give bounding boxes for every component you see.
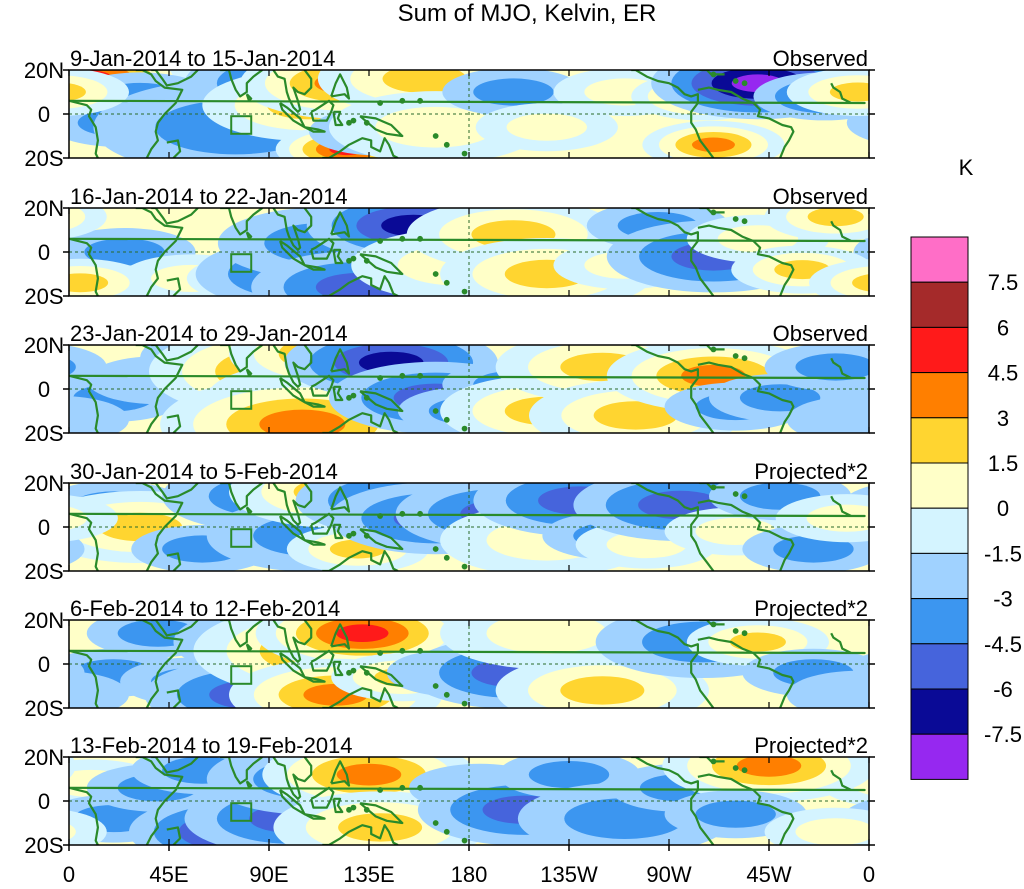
colorbar-swatch (910, 733, 969, 780)
panel-status-label: Projected*2 (754, 596, 868, 621)
panel-period-label: 9-Jan-2014 to 15-Jan-2014 (70, 46, 335, 71)
x-tick-label: 180 (451, 862, 488, 887)
index-region-box (230, 528, 253, 548)
anomaly-blob-13 (475, 103, 618, 152)
x-tick-label: 135W (540, 862, 598, 887)
anomaly-blob-16 (642, 120, 785, 158)
panel-status-label: Projected*2 (754, 459, 868, 484)
anomaly-blob-18 (69, 345, 869, 392)
y-tick-label: 20S (24, 833, 63, 858)
colorbar-swatch (910, 507, 969, 554)
y-tick-label: 20N (24, 196, 64, 221)
index-region-box (230, 390, 253, 410)
colorbar-level-label: 1.5 (988, 451, 1019, 476)
y-tick-label: 20S (24, 696, 63, 721)
y-tick-label: 20N (24, 58, 64, 83)
panel-6: 20N 0 20S 13-Feb-2014 to 19-Feb-2014 Project… (24, 733, 875, 858)
colorbar-swatch (910, 281, 969, 328)
panels-group: 20N 0 20S 9-Jan-2014 to 15-Jan-2014 Observed… (24, 46, 875, 858)
colorbar-level-label: -3 (993, 587, 1013, 612)
panel-1: 20N 0 20S 9-Jan-2014 to 15-Jan-2014 Observed (24, 46, 875, 171)
y-tick-label: 0 (38, 377, 50, 402)
colorbar-unit: K (959, 155, 974, 180)
y-tick-label: 20N (24, 333, 64, 358)
y-tick-label: 20N (24, 608, 64, 633)
x-tick-label: 90W (646, 862, 691, 887)
index-region-box (230, 253, 253, 273)
y-tick-label: 0 (38, 240, 50, 265)
x-tick-label: 135E (343, 862, 394, 887)
index-region-box (230, 665, 253, 685)
chart-title: Sum of MJO, Kelvin, ER (398, 0, 657, 27)
panel-status-label: Observed (773, 184, 868, 209)
index-region-box (230, 802, 253, 822)
y-tick-label: 20S (24, 421, 63, 446)
coastlines (69, 345, 866, 433)
colorbar-swatch (910, 236, 969, 283)
colorbar-level-label: 7.5 (988, 270, 1019, 295)
panel-2: 20N 0 20S 16-Jan-2014 to 22-Jan-2014 Observe… (24, 184, 875, 309)
coastlines (69, 70, 866, 158)
x-tick-label: 45E (149, 862, 188, 887)
anomaly-blob-19 (69, 395, 869, 433)
coastlines (69, 208, 866, 296)
y-tick-label: 20N (24, 471, 64, 496)
panel-period-label: 13-Feb-2014 to 19-Feb-2014 (70, 733, 353, 758)
x-tick-label: 0 (863, 862, 875, 887)
colorbar-level-label: 3 (997, 406, 1009, 431)
y-tick-label: 0 (38, 652, 50, 677)
colorbar-level-label: 6 (997, 315, 1009, 340)
colorbar: K 7.5 6 4.5 3 1.5 0 -1.5 -3 -4.5 -6 -7.5 (910, 155, 1022, 780)
index-region-box (230, 115, 253, 135)
panel-4: 20N 0 20S 30-Jan-2014 to 5-Feb-2014 Projecte… (24, 459, 875, 584)
y-tick-label: 20S (24, 284, 63, 309)
anomaly-blob-17 (69, 670, 869, 708)
panel-status-label: Observed (773, 321, 868, 346)
panel-period-label: 23-Jan-2014 to 29-Jan-2014 (70, 321, 348, 346)
panel-status-label: Observed (773, 46, 868, 71)
panel-status-label: Projected*2 (754, 733, 868, 758)
panel-period-label: 6-Feb-2014 to 12-Feb-2014 (70, 596, 340, 621)
colorbar-swatch (910, 552, 969, 600)
x-tick-label: 0 (63, 862, 75, 887)
colorbar-level-label: -6 (993, 677, 1013, 702)
panel-period-label: 16-Jan-2014 to 22-Jan-2014 (70, 184, 348, 209)
x-axis: 0 45E 90E 135E 180 135W 90W 45W 0 (63, 845, 875, 887)
x-tick-label: 90E (249, 862, 288, 887)
panel-5: 20N 0 20S 6-Feb-2014 to 12-Feb-2014 Projecte… (24, 596, 875, 721)
y-tick-label: 0 (38, 515, 50, 540)
colorbar-level-label: -1.5 (984, 541, 1022, 566)
y-tick-label: 20S (24, 559, 63, 584)
coastlines (69, 483, 866, 571)
panel-period-label: 30-Jan-2014 to 5-Feb-2014 (70, 459, 338, 484)
y-tick-label: 0 (38, 789, 50, 814)
colorbar-level-label: 0 (997, 496, 1009, 521)
colorbar-swatch (910, 688, 969, 735)
colorbar-level-label: 4.5 (988, 361, 1019, 386)
colorbar-swatch (910, 643, 969, 690)
anomaly-blob-17 (69, 208, 869, 241)
coastlines (69, 757, 866, 845)
anomaly-blob-17 (69, 807, 869, 845)
y-tick-label: 0 (38, 102, 50, 127)
colorbar-swatch (910, 417, 969, 464)
colorbar-level-label: -7.5 (984, 722, 1022, 747)
x-tick-label: 45W (746, 862, 791, 887)
colorbar-swatch (910, 372, 969, 419)
coastlines (69, 620, 866, 708)
anomaly-blob-19 (69, 494, 869, 543)
y-tick-label: 20S (24, 146, 63, 171)
colorbar-swatch (910, 598, 969, 645)
colorbar-swatch (910, 326, 969, 374)
y-tick-label: 20N (24, 745, 64, 770)
colorbar-level-label: -4.5 (984, 632, 1022, 657)
colorbar-swatch (910, 462, 969, 509)
panel-3: 20N 0 20S 23-Jan-2014 to 29-Jan-2014 Observe… (24, 321, 875, 446)
